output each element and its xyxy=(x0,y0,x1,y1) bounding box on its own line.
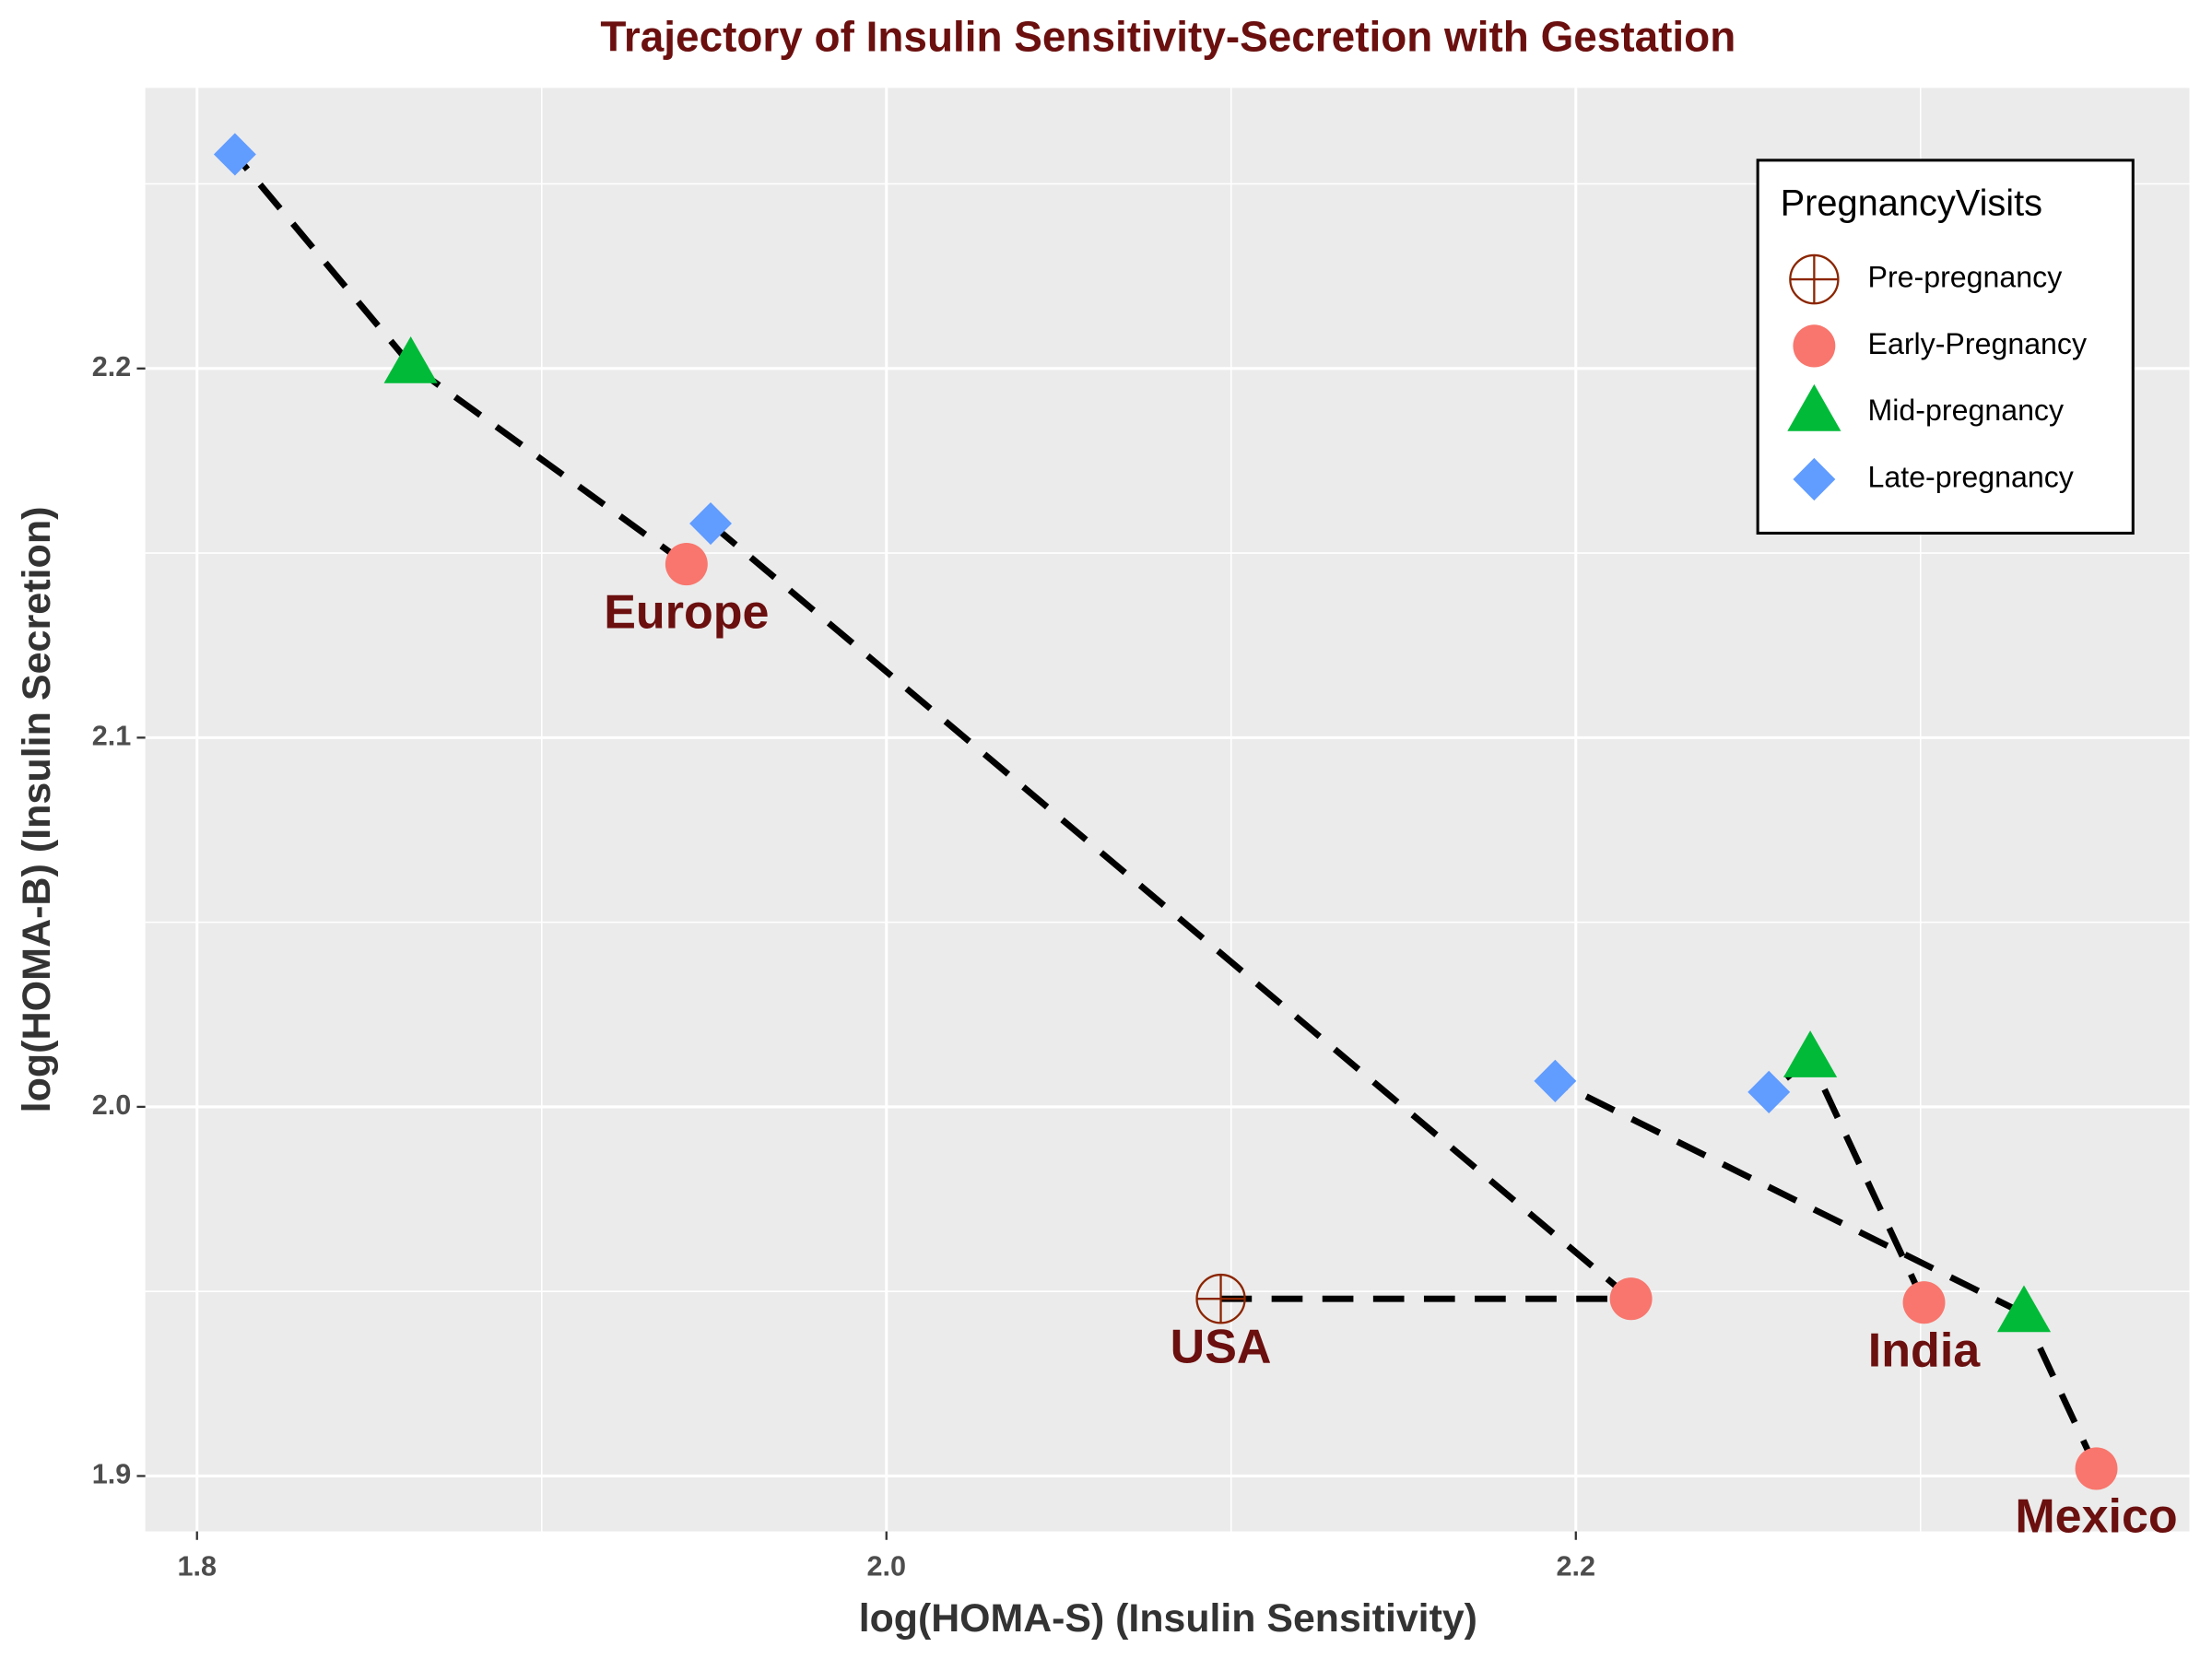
x-axis-label: log(HOMA-S) (Insulin Sensitivity) xyxy=(859,1596,1477,1641)
y-tick-label: 2.0 xyxy=(92,1088,132,1121)
trajectory-segment xyxy=(1806,1059,1927,1304)
trajectory-segment xyxy=(408,361,688,567)
trajectory-segment xyxy=(232,152,414,368)
trajectory-segment xyxy=(1555,1077,2026,1317)
point xyxy=(1747,1070,1791,1113)
point xyxy=(1902,1281,1946,1324)
country-label: Europe xyxy=(604,585,769,639)
legend-label: Pre-pregnancy xyxy=(1868,261,2064,294)
point xyxy=(1783,1030,1838,1077)
legend-label: Late-pregnancy xyxy=(1868,460,2075,493)
legend-title: PregnancyVisits xyxy=(1781,183,2042,224)
point xyxy=(1195,1273,1246,1324)
legend-symbol xyxy=(1787,383,1841,431)
chart-title: Trajectory of Insulin Sensitivity-Secret… xyxy=(600,12,1735,60)
y-axis-label: log(HOMA-B) (Insulin Secretion) xyxy=(15,507,59,1113)
y-tick-label: 2.2 xyxy=(92,350,132,382)
legend-symbol xyxy=(1793,457,1836,501)
legend-symbol xyxy=(1789,253,1840,305)
country-label: India xyxy=(1868,1324,1981,1377)
point xyxy=(383,336,438,383)
legend-label: Early-Pregnancy xyxy=(1868,327,2088,360)
point xyxy=(665,543,708,586)
point xyxy=(2075,1447,2118,1490)
country-label: Mexico xyxy=(2015,1490,2177,1544)
x-tick-label: 2.2 xyxy=(1556,1550,1595,1583)
x-tick-label: 2.0 xyxy=(866,1550,906,1583)
legend-symbol xyxy=(1793,324,1836,368)
country-label: USA xyxy=(1171,1320,1272,1373)
point xyxy=(1996,1285,2052,1333)
x-tick-label: 1.8 xyxy=(177,1550,217,1583)
trajectory-segment xyxy=(2020,1313,2100,1470)
point xyxy=(213,133,256,176)
point xyxy=(1609,1277,1653,1321)
legend-label: Mid-pregnancy xyxy=(1868,394,2065,427)
y-tick-label: 2.1 xyxy=(92,719,132,751)
y-tick-label: 1.9 xyxy=(92,1458,132,1490)
